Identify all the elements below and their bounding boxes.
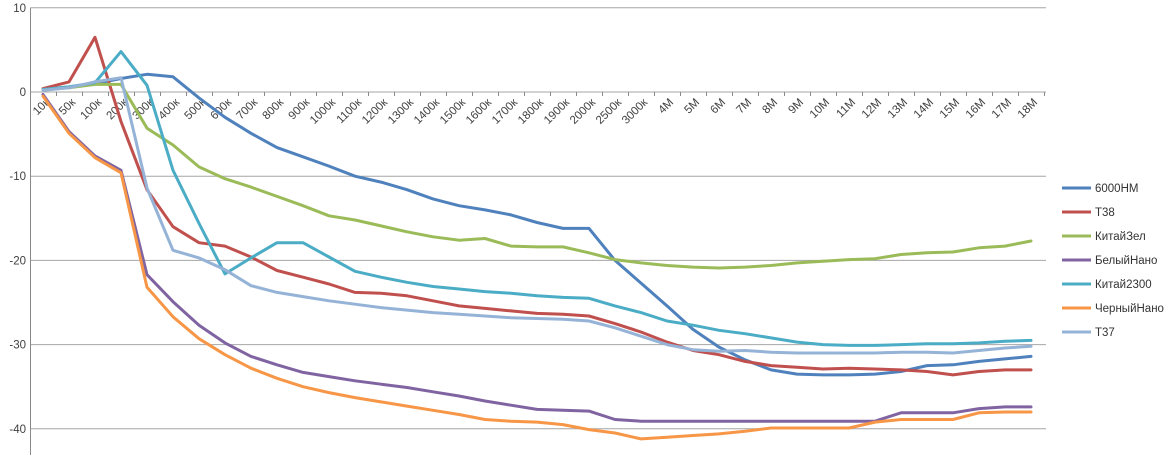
series-line-Т37: [41, 76, 1033, 355]
y-axis-label-0: 0: [20, 87, 26, 99]
series-line-ЧерныйНано: [41, 94, 1033, 441]
series-line-БелыйНано: [41, 93, 1033, 423]
y-axis-label--10: -10: [9, 171, 26, 183]
legend-label-КитайЗел: КитайЗел: [1095, 231, 1146, 243]
series-line-Китай2300: [41, 50, 1033, 347]
y-axis-label-10: 10: [13, 3, 26, 15]
legend-label-Т37: Т37: [1095, 327, 1115, 339]
series-line-КитайЗел: [41, 82, 1033, 270]
y-axis-label--40: -40: [9, 424, 26, 436]
legend-label-Китай2300: Китай2300: [1095, 279, 1152, 291]
series-line-6000НМ: [41, 72, 1033, 377]
legend-label-ЧерныйНано: ЧерныйНано: [1095, 303, 1164, 315]
legend-label-БелыйНано: БелыйНано: [1095, 255, 1157, 267]
y-axis-label--20: -20: [9, 255, 26, 267]
series-line-Т38: [41, 35, 1033, 377]
y-axis-label--30: -30: [9, 340, 26, 352]
legend-label-6000НМ: 6000НМ: [1095, 183, 1138, 195]
legend-label-Т38: Т38: [1095, 207, 1115, 219]
